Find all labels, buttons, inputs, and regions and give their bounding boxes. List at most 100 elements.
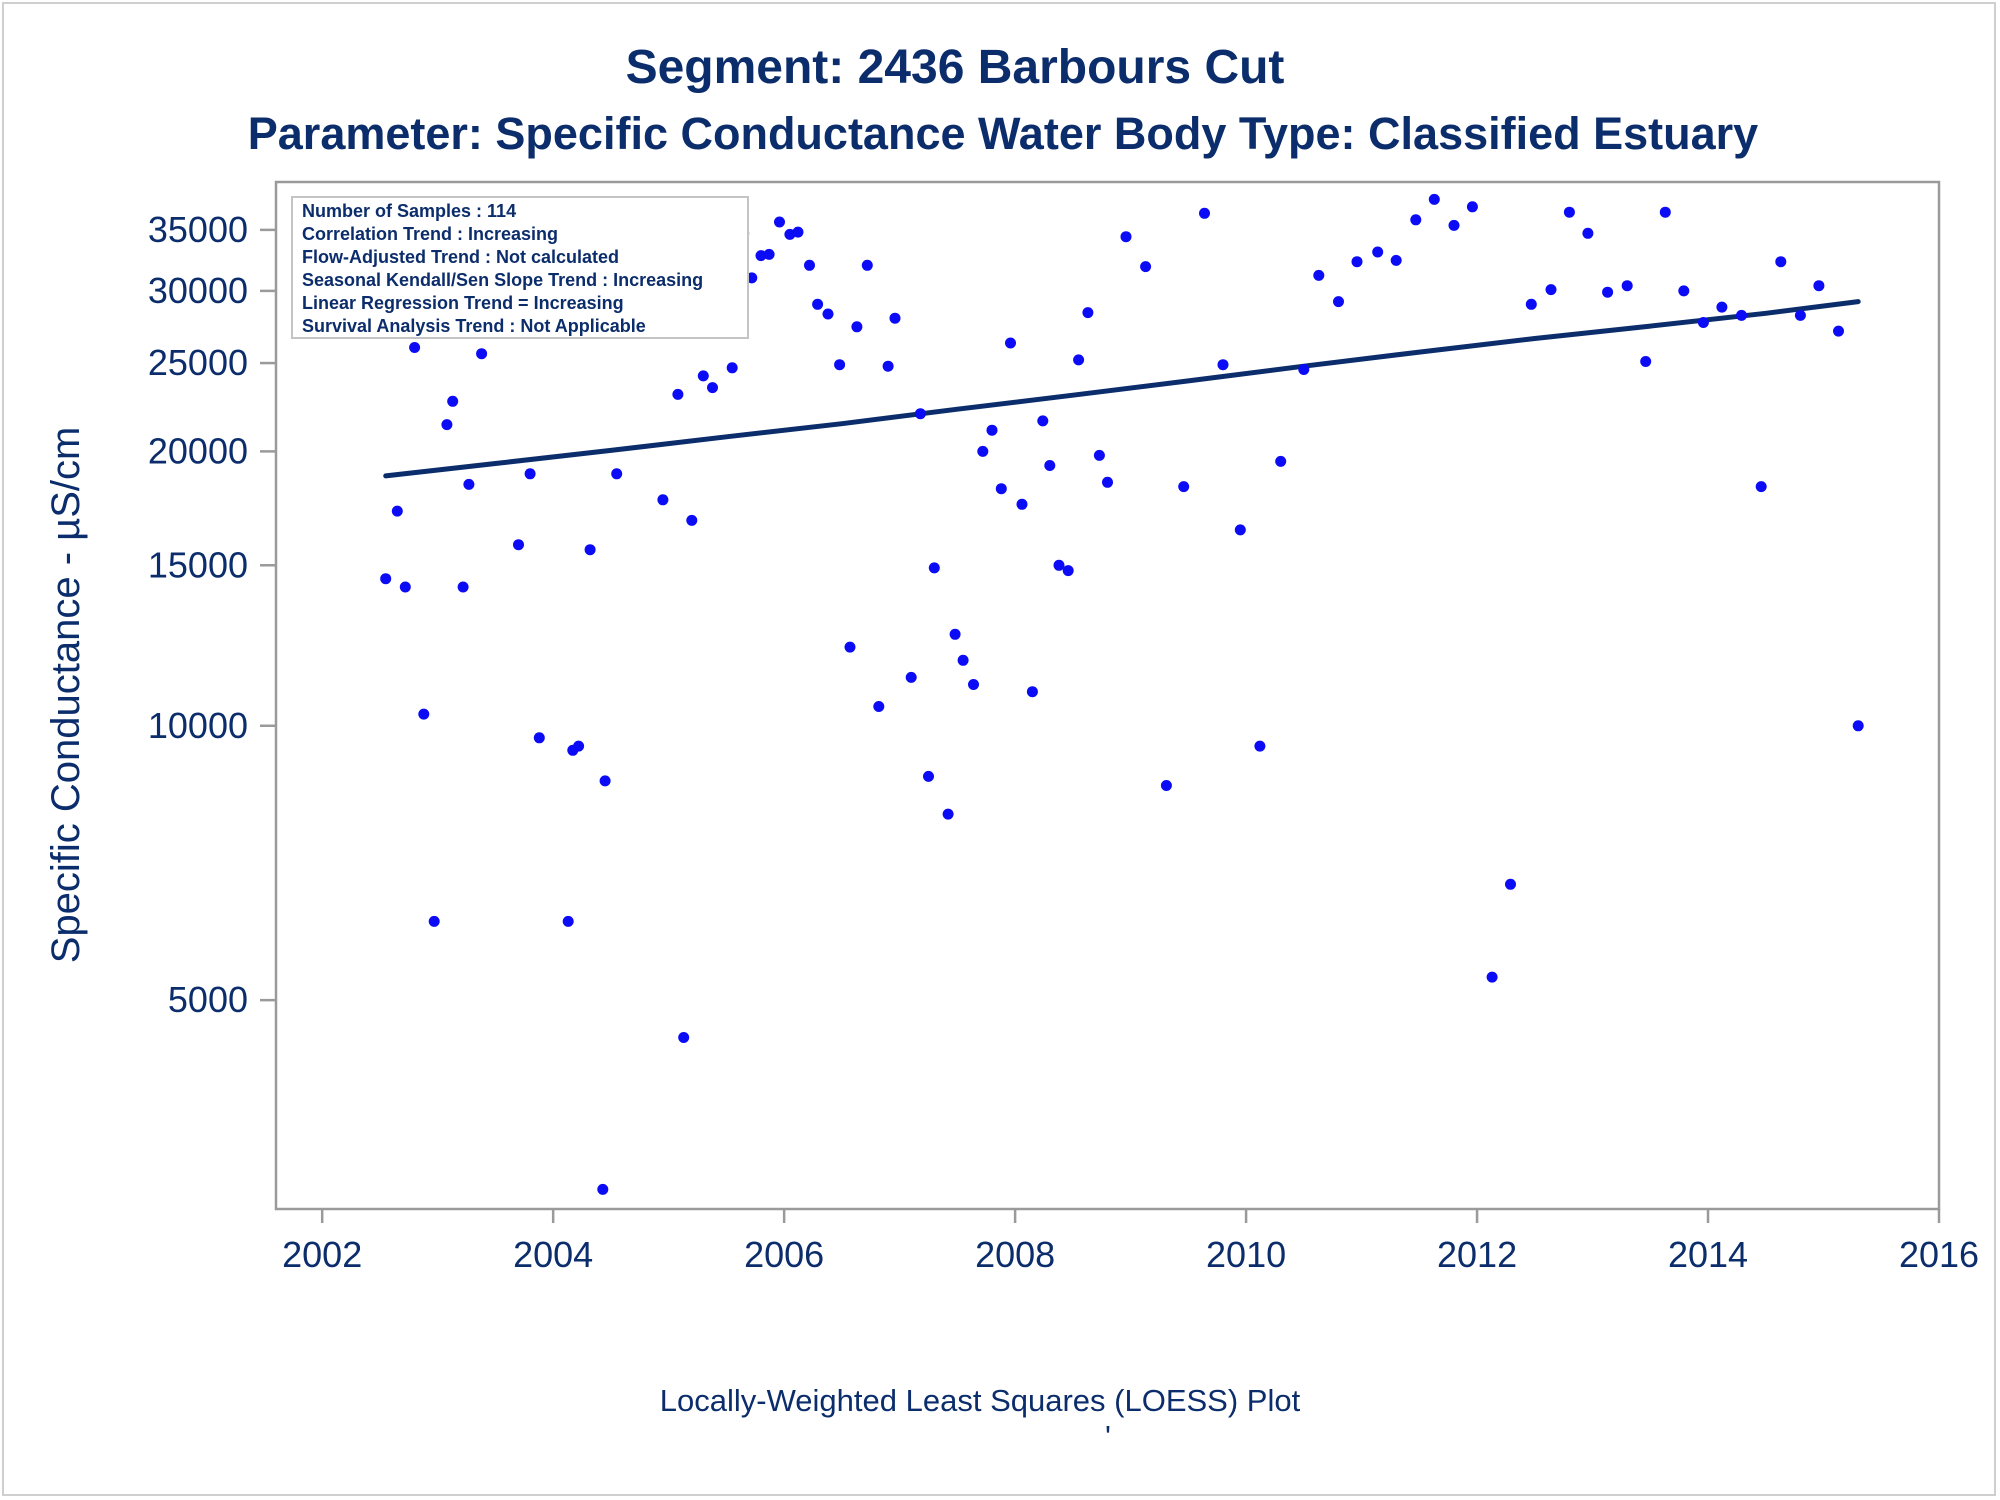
data-point [1217, 359, 1229, 371]
data-point [1755, 481, 1767, 493]
data-point [1298, 364, 1310, 375]
data-point [686, 514, 698, 526]
data-point [463, 478, 475, 490]
data-point [1178, 481, 1190, 493]
data-point [755, 250, 767, 262]
chart-title: Segment: 2436 Barbours Cut [626, 41, 1285, 94]
y-tick-label: 35000 [148, 209, 248, 250]
x-tick-label: 2014 [1668, 1234, 1748, 1275]
x-tick-label: 2002 [282, 1234, 362, 1275]
data-point [905, 671, 917, 683]
stats-line: Linear Regression Trend = Increasing [302, 293, 624, 313]
data-point [697, 370, 709, 382]
data-point [812, 298, 824, 310]
data-point [1410, 214, 1422, 226]
data-point [1582, 227, 1594, 239]
data-point [923, 770, 934, 782]
data-point [391, 505, 403, 517]
y-tick-label: 25000 [148, 342, 248, 383]
stats-line: Correlation Trend : Increasing [302, 224, 558, 244]
data-point [1313, 269, 1325, 281]
data-point [1333, 296, 1344, 308]
data-point [873, 701, 885, 712]
data-point [1093, 449, 1105, 461]
data-point [1390, 254, 1402, 266]
data-point [399, 581, 411, 593]
data-point [763, 248, 775, 260]
data-point [1199, 207, 1210, 219]
data-point [1016, 498, 1028, 510]
data-point [524, 468, 536, 480]
x-tick-label: 2016 [1899, 1234, 1979, 1275]
data-point [1160, 780, 1172, 791]
data-point [746, 272, 758, 284]
stats-box [291, 196, 749, 339]
data-point [1486, 971, 1498, 983]
plot-area [274, 180, 1941, 1211]
data-point [889, 312, 901, 324]
data-point [949, 628, 961, 640]
data-point [942, 808, 954, 820]
data-point [822, 308, 834, 320]
data-point [584, 544, 596, 556]
data-point [726, 362, 738, 374]
data-point [672, 388, 684, 400]
stats-line: Number of Samples : 114 [302, 201, 516, 221]
data-point [1505, 878, 1516, 890]
data-point [1005, 337, 1016, 349]
chart-subtitle: Parameter: Specific Conductance Water Bo… [248, 108, 1758, 159]
y-tick-label: 30000 [148, 270, 248, 311]
data-point [599, 775, 611, 787]
data-point [774, 216, 785, 228]
footnote: Locally-Weighted Least Squares (LOESS) P… [660, 1383, 1301, 1418]
data-point [1678, 285, 1690, 297]
y-tick-label: 10000 [148, 705, 248, 746]
data-point [1053, 559, 1065, 571]
data-point [1351, 256, 1363, 268]
data-point [1073, 354, 1085, 366]
data-point [447, 395, 459, 407]
data-point [804, 259, 815, 271]
data-point [418, 708, 430, 720]
x-tick-label: 2012 [1437, 1234, 1517, 1275]
data-point [562, 915, 574, 927]
data-point [1082, 307, 1094, 319]
data-point [1234, 524, 1246, 536]
data-point [476, 348, 488, 360]
data-point [968, 679, 979, 690]
data-point [513, 539, 524, 551]
data-point [1659, 206, 1671, 218]
data-point [1794, 309, 1806, 321]
data-point [1037, 415, 1049, 427]
data-point [1563, 206, 1575, 218]
data-point [611, 468, 623, 480]
data-point [1428, 193, 1440, 205]
data-point [844, 641, 856, 653]
data-point [851, 321, 863, 333]
data-point [380, 573, 392, 585]
data-point [928, 562, 940, 574]
data-point [428, 915, 440, 927]
x-tick-label: 2006 [744, 1234, 824, 1275]
data-point [1275, 455, 1287, 467]
x-tick-label: 2008 [975, 1234, 1055, 1275]
scatter-points-layer [380, 193, 1864, 1195]
data-point [1102, 476, 1113, 488]
data-point [882, 360, 894, 372]
data-point [1736, 309, 1747, 321]
data-point [792, 226, 804, 238]
data-point [1640, 356, 1652, 367]
data-point [1254, 740, 1266, 752]
footnote-mark: ' [1105, 1419, 1111, 1454]
data-point [834, 359, 846, 371]
x-axis: 2002 2004 2006 2008 2010 2012 2014 2016 [282, 1209, 1979, 1275]
data-point [657, 494, 669, 506]
data-point [678, 1032, 690, 1043]
data-point [1833, 325, 1844, 337]
data-point [1140, 261, 1152, 273]
data-point [1466, 201, 1478, 213]
y-tick-label: 20000 [148, 430, 248, 471]
data-point [1044, 460, 1056, 471]
data-point [1120, 231, 1132, 243]
